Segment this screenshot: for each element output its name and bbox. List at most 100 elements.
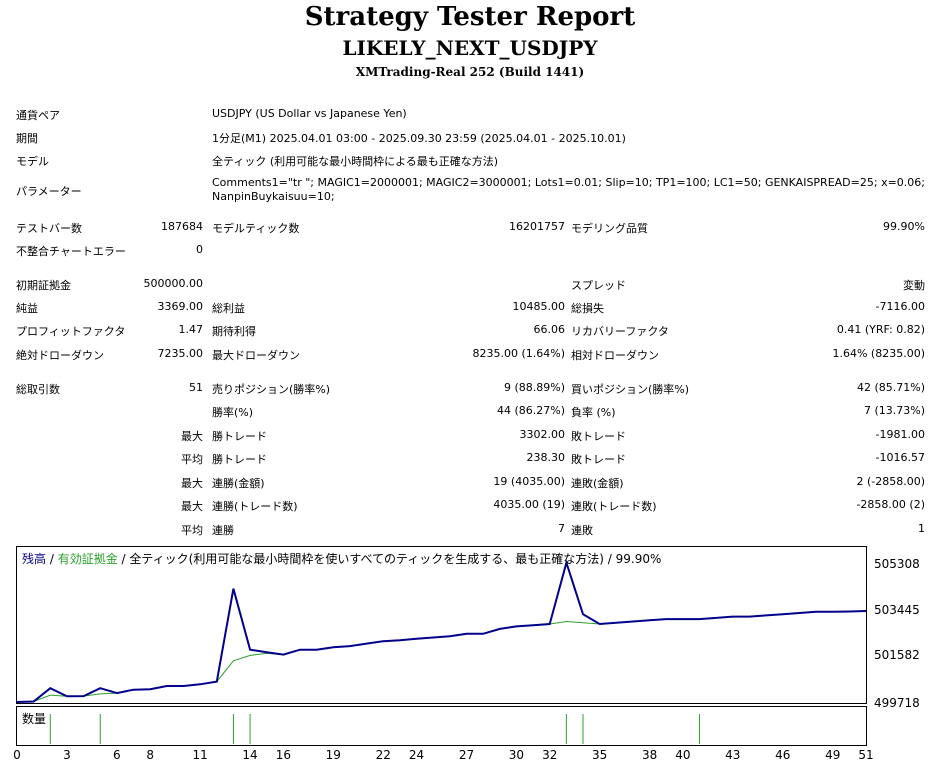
report-title: Strategy Tester Report: [304, 2, 636, 32]
avg-consec-wins-value: 7: [558, 522, 565, 535]
x-tick-label: 22: [375, 748, 391, 762]
win-rate-value: 44 (86.27%): [496, 404, 565, 417]
x-tick-label: 46: [775, 748, 791, 762]
model-label: モデル: [16, 155, 49, 168]
avg-consec-losses-label: 連敗: [571, 524, 593, 537]
avg-consec-wins-label: 連勝: [212, 524, 234, 537]
legend-balance: 残高: [22, 552, 47, 566]
x-tick-label: 38: [641, 748, 658, 762]
balance-chart: 残高 / 有効証拠金 / 全ティック(利用可能な最小時間枠を使いすべてのティック…: [0, 546, 940, 764]
x-tick-label: 24: [408, 748, 425, 762]
mismatch-value: 0: [196, 243, 203, 256]
equity-line: [16, 610, 867, 703]
loss-rate-value: 7 (13.73%): [863, 404, 925, 417]
recovery-factor-value: 0.41 (YRF: 0.82): [836, 323, 925, 336]
report-info: 通貨ペア USDJPY (US Dollar vs Japanese Yen) …: [16, 107, 925, 537]
max2-prefix: 最大: [181, 500, 203, 513]
period-value: 1分足(M1) 2025.04.01 03:00 - 2025.09.30 23…: [212, 132, 626, 145]
largest-loss-label: 敗トレード: [571, 430, 626, 443]
short-value: 9 (88.89%): [503, 381, 565, 394]
profit-factor-value: 1.47: [178, 323, 204, 336]
x-tick-label: 14: [242, 748, 258, 762]
test-bars-label: テストバー数: [16, 222, 82, 235]
volume-label: 数量: [22, 712, 47, 726]
abs-dd-value: 7235.00: [157, 347, 204, 360]
chart-plot-area: [16, 546, 867, 704]
gross-profit-value: 10485.00: [512, 300, 566, 313]
profit-factor-label: プロフィットファクタ: [16, 325, 126, 338]
x-tick-label: 3: [63, 748, 71, 762]
win-rate-label: 勝率(%): [212, 406, 254, 419]
max-consec-losses-value: 2 (-2858.00): [856, 475, 925, 488]
avg-win-value: 238.30: [526, 451, 566, 464]
test-bars-value: 187684: [161, 220, 203, 233]
chart-svg: [16, 559, 867, 744]
max-dd-value: 8235.00 (1.64%): [472, 347, 565, 360]
balance-line: [16, 559, 867, 703]
x-tick-label: 49: [825, 748, 841, 762]
period-label: 期間: [16, 132, 38, 145]
long-value: 42 (85.71%): [856, 381, 925, 394]
recovery-factor-label: リカバリーファクタ: [571, 325, 669, 338]
total-trades-label: 総取引数: [16, 383, 60, 396]
model-value: 全ティック (利用可能な最小時間枠による最も正確な方法): [212, 155, 499, 168]
x-tick-label: 51: [858, 748, 874, 762]
max-consec-profit-label: 連勝(トレード数): [212, 500, 298, 513]
max-consec-losses-label: 連敗(金額): [571, 477, 624, 490]
chart-title-rest: / 全ティック(利用可能な最小時間枠を使いすべてのティックを生成する、最も正確な…: [117, 552, 662, 566]
legend-equity: 有効証拠金: [57, 552, 118, 566]
avg-loss-value: -1016.57: [875, 451, 925, 464]
total-trades-value: 51: [189, 381, 203, 394]
y-tick-label: 499718: [874, 696, 920, 710]
expected-payoff-value: 66.06: [533, 323, 566, 336]
avg-prefix: 平均: [181, 524, 203, 537]
y-tick-label: 505308: [874, 556, 920, 571]
x-tick-label: 6: [113, 748, 121, 762]
x-tick-label: 40: [675, 748, 691, 762]
x-tick-label: 0: [13, 748, 21, 762]
spread-label: スプレッド: [571, 279, 626, 292]
average-prefix: 平均: [181, 453, 203, 466]
max-prefix: 最大: [181, 477, 203, 490]
initial-deposit-value: 500000.00: [143, 277, 204, 290]
initial-deposit-label: 初期証拠金: [16, 279, 71, 292]
mismatch-label: 不整合チャートエラー: [16, 245, 126, 258]
max-consec-wins-value: 19 (4035.00): [493, 475, 565, 488]
net-profit-label: 純益: [16, 302, 38, 315]
x-tick-label: 19: [325, 748, 341, 762]
abs-dd-label: 絶対ドローダウン: [16, 349, 104, 362]
volume-plot-area: [16, 706, 867, 746]
gross-profit-label: 総利益: [212, 302, 245, 315]
largest-win-label: 勝トレード: [212, 430, 267, 443]
chart-title: 残高 / 有効証拠金 / 全ティック(利用可能な最小時間枠を使いすべてのティック…: [22, 550, 661, 567]
y-tick-label: 501582: [874, 648, 920, 663]
largest-prefix: 最大: [181, 430, 203, 443]
expected-payoff-label: 期待利得: [212, 325, 256, 338]
account-info: XMTrading-Real 252 (Build 1441): [355, 65, 585, 79]
params-line1: Comments1="tr "; MAGIC1=2000001; MAGIC2=…: [212, 176, 925, 189]
max-consec-loss-value: -2858.00 (2): [856, 498, 925, 511]
max-consec-loss-label: 連敗(トレード数): [571, 500, 657, 513]
net-profit-value: 3369.00: [157, 300, 204, 313]
model-ticks-label: モデルティック数: [212, 222, 300, 235]
rel-dd-label: 相対ドローダウン: [571, 349, 659, 362]
x-tick-label: 11: [192, 748, 208, 762]
max-consec-wins-label: 連勝(金額): [212, 477, 265, 490]
model-ticks-value: 16201757: [509, 220, 565, 233]
x-tick-label: 30: [508, 748, 525, 762]
largest-loss-value: -1981.00: [875, 428, 925, 441]
max-dd-label: 最大ドローダウン: [212, 349, 300, 362]
params-label: パラメーター: [16, 185, 82, 198]
max-consec-profit-value: 4035.00 (19): [493, 498, 565, 511]
avg-win-label: 勝トレード: [212, 453, 267, 466]
model-quality-label: モデリング品質: [571, 222, 648, 235]
x-tick-label: 16: [275, 748, 291, 762]
x-tick-label: 35: [592, 748, 608, 762]
pair-value: USDJPY (US Dollar vs Japanese Yen): [212, 107, 407, 120]
x-tick-label: 43: [725, 748, 741, 762]
loss-rate-label: 負率 (%): [571, 406, 616, 419]
avg-loss-label: 敗トレード: [571, 453, 626, 466]
short-label: 売りポジション(勝率%): [212, 383, 331, 396]
gross-loss-value: -7116.00: [875, 300, 925, 313]
largest-win-value: 3302.00: [519, 428, 566, 441]
